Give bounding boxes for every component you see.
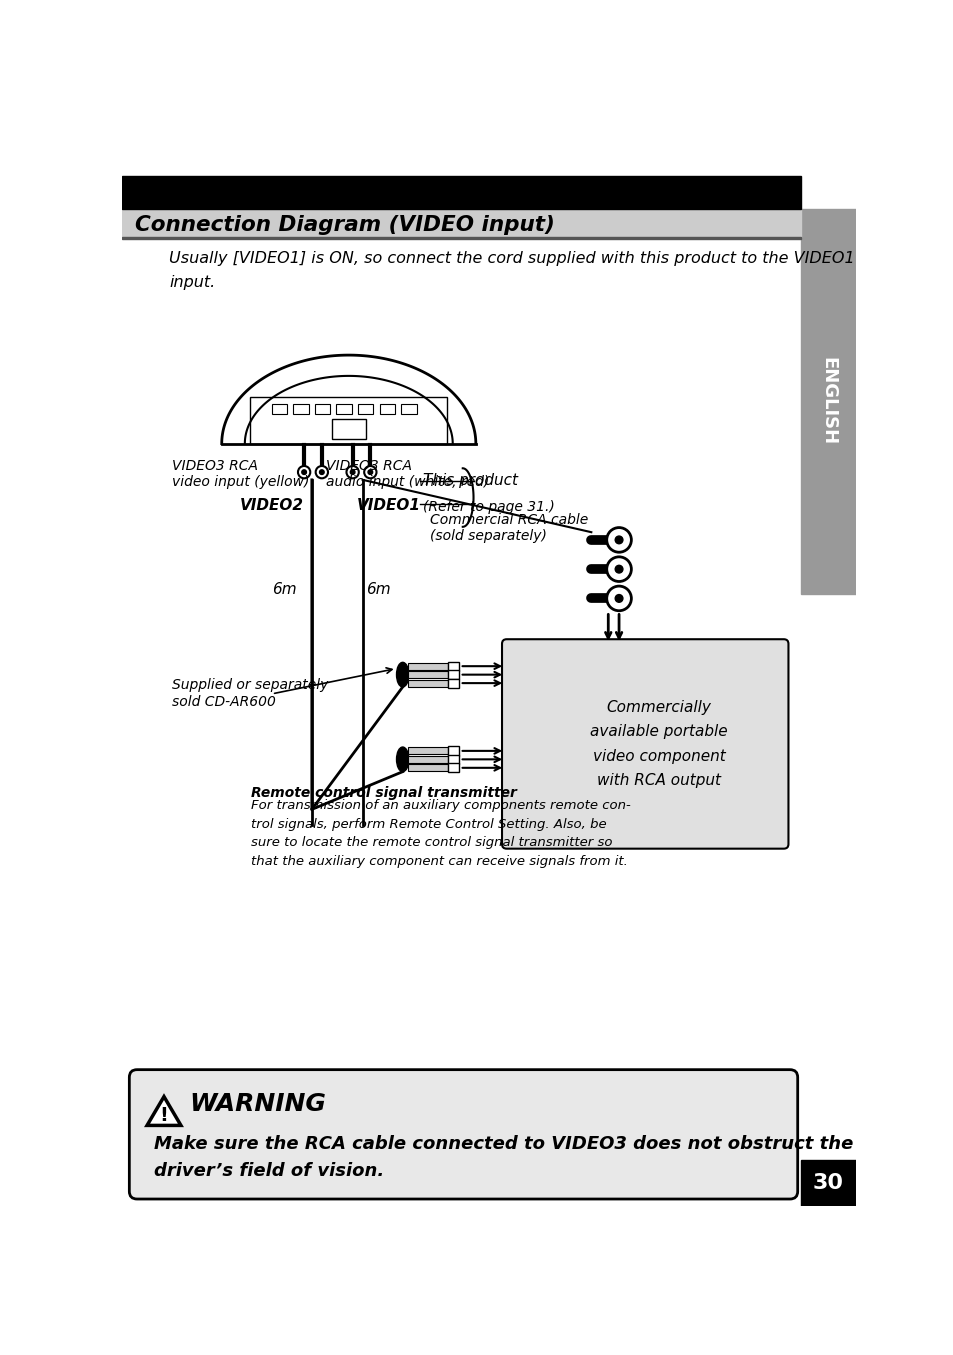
Bar xyxy=(336,404,352,415)
Text: 6m: 6m xyxy=(366,583,391,598)
Text: !: ! xyxy=(159,1106,169,1125)
Bar xyxy=(121,237,800,238)
Bar xyxy=(121,209,800,238)
Ellipse shape xyxy=(396,663,409,687)
Bar xyxy=(448,755,458,764)
Circle shape xyxy=(301,470,306,474)
Text: VIDEO3 RCA
video input (yellow): VIDEO3 RCA video input (yellow) xyxy=(172,459,309,489)
Bar xyxy=(448,679,458,688)
Circle shape xyxy=(297,466,310,478)
Circle shape xyxy=(615,595,622,602)
Bar xyxy=(408,764,448,771)
Bar xyxy=(800,209,856,593)
Bar xyxy=(357,404,373,415)
Bar xyxy=(408,748,448,755)
Text: 30: 30 xyxy=(812,1173,843,1192)
Circle shape xyxy=(350,470,355,474)
Text: This product: This product xyxy=(423,473,517,488)
Text: VIDEO2: VIDEO2 xyxy=(240,497,304,512)
Circle shape xyxy=(364,466,376,478)
Text: Commercial RCA cable
(sold separately): Commercial RCA cable (sold separately) xyxy=(429,514,587,543)
Polygon shape xyxy=(221,355,476,443)
Bar xyxy=(272,404,287,415)
Bar xyxy=(379,404,395,415)
Text: VIDEO1: VIDEO1 xyxy=(356,497,420,512)
Circle shape xyxy=(615,537,622,543)
Bar xyxy=(408,671,448,678)
Text: Remote control signal transmitter: Remote control signal transmitter xyxy=(251,786,517,801)
Bar xyxy=(250,397,447,443)
Circle shape xyxy=(319,470,324,474)
Bar xyxy=(800,1160,856,1206)
FancyBboxPatch shape xyxy=(130,1069,797,1199)
Bar xyxy=(293,404,309,415)
Text: Connection Diagram (VIDEO input): Connection Diagram (VIDEO input) xyxy=(135,215,555,234)
Text: Usually [VIDEO1] is ON, so connect the cord supplied with this product to the VI: Usually [VIDEO1] is ON, so connect the c… xyxy=(170,251,854,290)
Circle shape xyxy=(606,557,631,581)
Bar xyxy=(408,756,448,763)
Text: WARNING: WARNING xyxy=(190,1092,326,1117)
Text: Supplied or separately
sold CD-AR600: Supplied or separately sold CD-AR600 xyxy=(172,679,328,709)
Text: Commercially
available portable
video component
with RCA output: Commercially available portable video co… xyxy=(590,699,727,789)
Bar xyxy=(448,661,458,671)
Bar xyxy=(408,663,448,669)
Circle shape xyxy=(606,587,631,611)
Circle shape xyxy=(315,466,328,478)
FancyBboxPatch shape xyxy=(501,640,787,848)
Bar xyxy=(448,763,458,772)
Polygon shape xyxy=(147,1096,181,1126)
Circle shape xyxy=(346,466,358,478)
Bar xyxy=(332,419,365,439)
Circle shape xyxy=(368,470,373,474)
Bar xyxy=(448,747,458,756)
Text: For transmission of an auxiliary components remote con-
trol signals, perform Re: For transmission of an auxiliary compone… xyxy=(251,799,630,869)
Text: 6m: 6m xyxy=(272,583,296,598)
Bar xyxy=(400,404,416,415)
Text: Make sure the RCA cable connected to VIDEO3 does not obstruct the
driver’s field: Make sure the RCA cable connected to VID… xyxy=(153,1135,852,1180)
Text: VIDEO3 RCA
audio input (white, red): VIDEO3 RCA audio input (white, red) xyxy=(325,459,489,489)
Bar xyxy=(448,669,458,679)
Ellipse shape xyxy=(396,747,409,771)
Bar xyxy=(314,404,330,415)
Circle shape xyxy=(615,565,622,573)
Text: (Refer to page 31.): (Refer to page 31.) xyxy=(423,500,555,514)
Text: ENGLISH: ENGLISH xyxy=(819,358,837,446)
Bar xyxy=(408,680,448,687)
Circle shape xyxy=(606,527,631,553)
Bar xyxy=(121,176,800,209)
